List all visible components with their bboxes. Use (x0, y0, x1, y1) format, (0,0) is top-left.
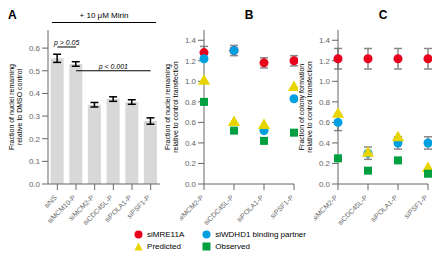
svg-text:0.8: 0.8 (319, 98, 331, 107)
svg-text:0.2: 0.2 (29, 135, 41, 144)
svg-text:0.4: 0.4 (319, 139, 331, 148)
svg-text:siCDC45L-P: siCDC45L-P (336, 194, 369, 226)
svg-text:0.3: 0.3 (29, 112, 41, 121)
svg-text:siCDC45L-P: siCDC45L-P (202, 194, 235, 226)
html-text:siWDHD1 binding partner: siWDHD1 binding partner (215, 230, 306, 239)
svg-text:0.8: 0.8 (185, 98, 197, 107)
html-text:siMRE11A: siMRE11A (147, 230, 185, 239)
svg-text:0.2: 0.2 (185, 159, 197, 168)
svg-text:1.4: 1.4 (185, 36, 197, 45)
html-text:B: B (244, 8, 254, 22)
html-text:Observed: Observed (215, 242, 250, 251)
html-text:Fraction of colony formation r: Fraction of colony formation relative to… (298, 61, 313, 153)
svg-text:0.2: 0.2 (319, 159, 331, 168)
svg-text:0.6: 0.6 (29, 44, 41, 53)
svg-text:0.5: 0.5 (29, 67, 41, 76)
svg-text:p > 0.05: p > 0.05 (53, 39, 80, 47)
svg-text:0.0: 0.0 (29, 180, 41, 189)
svg-text:0.1: 0.1 (29, 157, 41, 166)
html-text:Fraction of nuclei remaining r: Fraction of nuclei remaining relative to… (164, 61, 179, 153)
svg-text:0.0: 0.0 (319, 180, 331, 189)
svg-text:siMCM2-P: siMCM2-P (314, 194, 339, 222)
svg-text:1.0: 1.0 (319, 77, 331, 86)
svg-text:1.0: 1.0 (185, 77, 197, 86)
svg-text:siNS: siNS (43, 194, 59, 210)
svg-text:0.4: 0.4 (185, 139, 197, 148)
svg-text:0.6: 0.6 (185, 118, 197, 127)
svg-text:siMCM2-P: siMCM2-P (67, 193, 96, 222)
svg-text:siMCM10-P: siMCM10-P (45, 193, 77, 225)
html-text:Predicted: Predicted (147, 242, 181, 251)
svg-text:siPSF1-P: siPSF1-P (403, 194, 429, 220)
svg-text:siPSF1-P: siPSF1-P (269, 194, 295, 220)
svg-text:0.0: 0.0 (185, 180, 197, 189)
svg-text:siPOLA1-P: siPOLA1-P (369, 194, 399, 224)
svg-text:siPOLA1-P: siPOLA1-P (103, 193, 133, 224)
html-text:Fraction of nuclei remaining r: Fraction of nuclei remaining relative to… (8, 64, 23, 150)
svg-text:siPSF1-P: siPSF1-P (126, 194, 152, 220)
svg-text:1.2: 1.2 (319, 57, 331, 66)
html-text:C: C (378, 8, 388, 22)
html-text:A: A (8, 8, 17, 22)
svg-text:0.4: 0.4 (29, 89, 41, 98)
svg-text:siMCM2-P: siMCM2-P (180, 194, 205, 222)
svg-text:0.6: 0.6 (319, 118, 331, 127)
svg-text:1.2: 1.2 (185, 57, 197, 66)
svg-text:1.4: 1.4 (319, 36, 331, 45)
svg-text:siPOLA1-P: siPOLA1-P (235, 194, 265, 224)
svg-text:p < 0.001: p < 0.001 (98, 63, 128, 71)
html-text:+ 10 μM Mirin: + 10 μM Mirin (79, 11, 129, 20)
